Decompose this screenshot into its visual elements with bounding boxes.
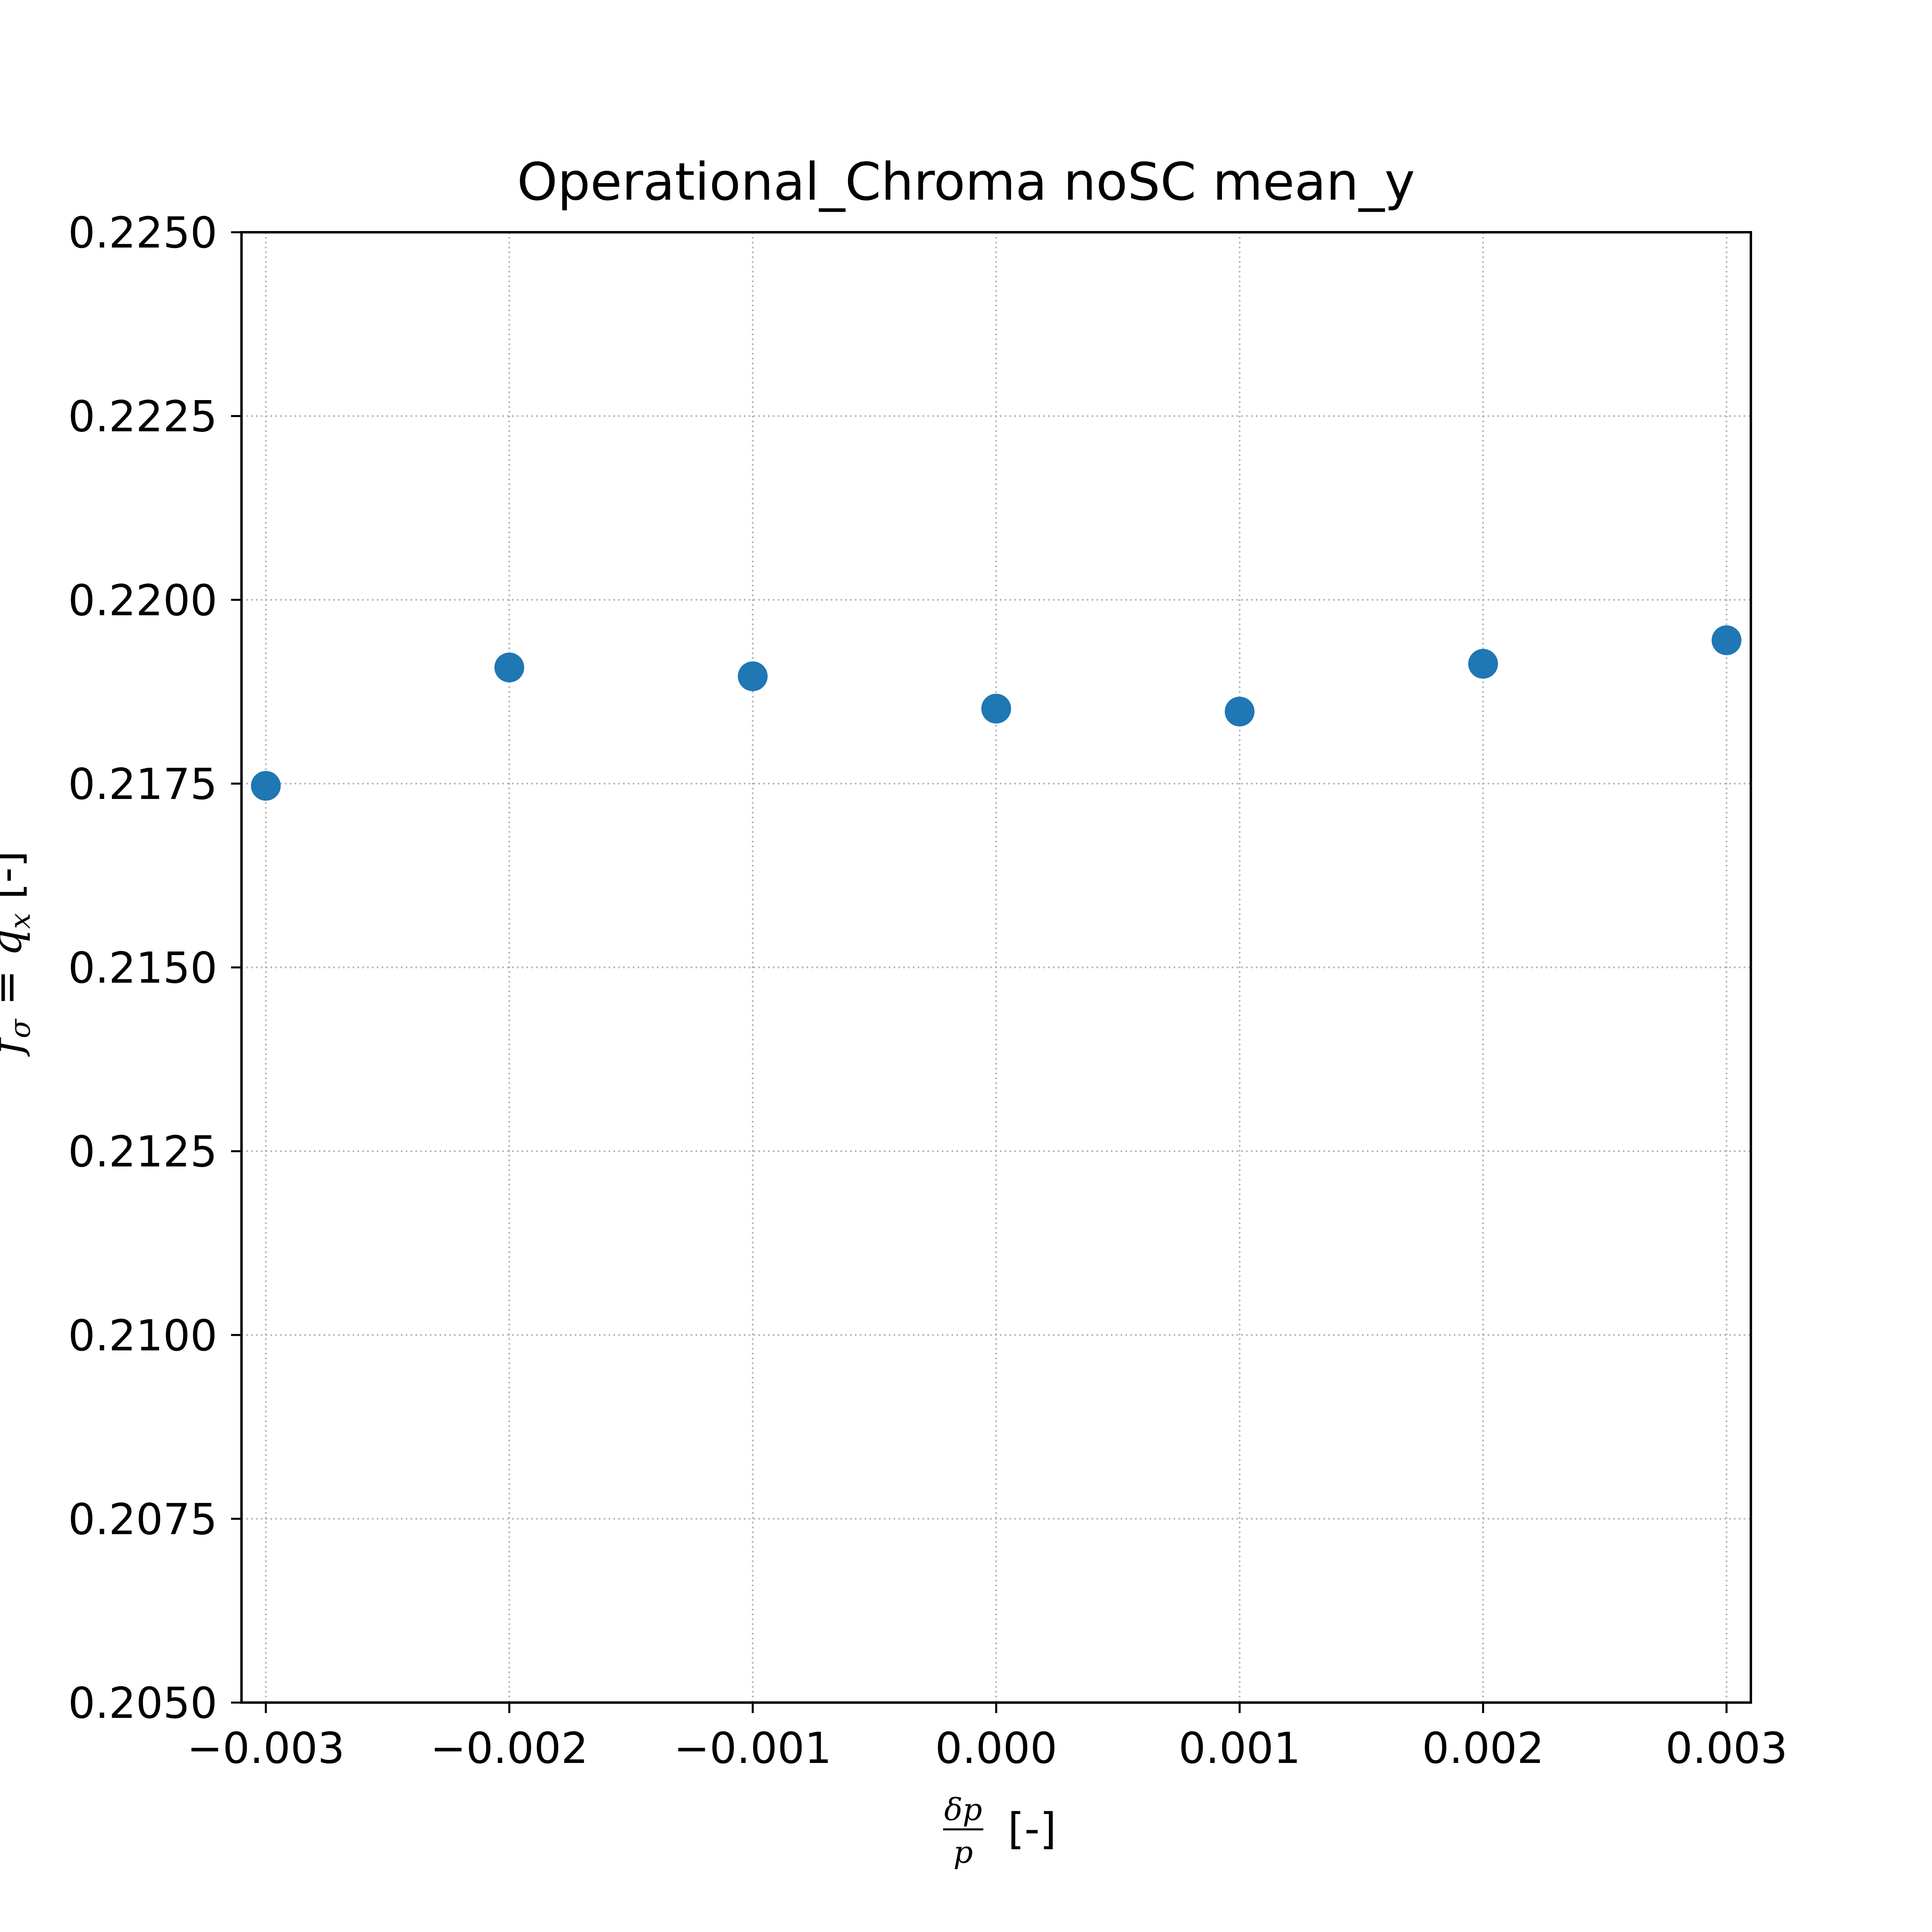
x-tick-label: 0.002 <box>1422 1724 1544 1773</box>
data-point <box>981 694 1011 724</box>
data-point <box>1468 649 1498 679</box>
scatter-series <box>251 625 1742 801</box>
y-tick-label: 0.2075 <box>68 1494 217 1544</box>
y-tick-label: 0.2250 <box>68 208 217 258</box>
data-point <box>1711 625 1742 655</box>
x-tick-label: −0.002 <box>430 1724 588 1773</box>
y-tick-label: 0.2100 <box>68 1311 217 1360</box>
x-tick-label: 0.003 <box>1666 1724 1788 1773</box>
grid <box>242 231 1751 1703</box>
y-tick-label: 0.2200 <box>68 576 217 625</box>
y-tick-label: 0.2175 <box>68 760 217 809</box>
y-label-unit: [-] <box>0 851 31 913</box>
y-axis-label: fσ = qx [-] <box>0 783 37 1149</box>
y-label-x-sub: x <box>4 913 37 929</box>
y-tick-label: 0.2150 <box>68 943 217 993</box>
x-axis-label: δp p [-] <box>943 1792 1057 1870</box>
ticks: −0.003 −0.002 −0.001 0.000 0.001 0.002 0.003 0.… <box>68 208 1788 1773</box>
y-tick-label: 0.2225 <box>68 392 217 442</box>
y-label-q: q <box>0 929 31 956</box>
x-label-numerator: δp <box>944 1792 982 1827</box>
y-label-sigma: σ <box>4 1018 37 1038</box>
chart-title: Operational_Chroma noSC mean_y <box>517 152 1415 212</box>
x-label-unit: [-] <box>994 1804 1057 1854</box>
data-point <box>251 771 281 801</box>
y-tick-label: 0.2125 <box>68 1127 217 1177</box>
y-tick-label: 0.2050 <box>68 1678 217 1728</box>
data-point <box>1224 696 1255 727</box>
data-point <box>494 652 524 683</box>
y-label-equals: = <box>0 956 31 1019</box>
x-tick-label: −0.001 <box>674 1724 832 1773</box>
x-label-denominator: p <box>954 1834 973 1870</box>
data-point <box>738 661 768 691</box>
x-tick-label: 0.000 <box>935 1724 1057 1773</box>
x-tick-label: −0.003 <box>187 1724 345 1773</box>
svg-text:fσ = qx [-]: fσ = qx [-] <box>0 783 37 1149</box>
x-tick-label: 0.001 <box>1179 1724 1300 1773</box>
